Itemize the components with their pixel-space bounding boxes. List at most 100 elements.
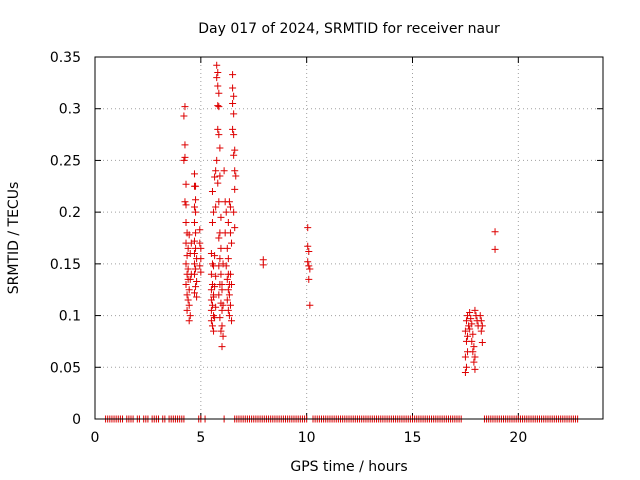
data-point	[190, 170, 198, 178]
data-point	[211, 173, 219, 181]
data-point	[219, 332, 227, 340]
data-point	[478, 322, 486, 330]
y-axis-label: SRMTID / TECUs	[6, 182, 22, 295]
y-tick-label: 0.2	[59, 205, 81, 221]
data-point	[181, 153, 189, 161]
x-tick-label: 15	[404, 430, 422, 446]
data-point	[180, 156, 188, 164]
data-point	[193, 277, 201, 285]
data-point	[182, 201, 190, 209]
data-point	[182, 260, 190, 268]
data-point	[183, 306, 191, 314]
data-point	[305, 275, 313, 283]
y-tick-label: 0.25	[50, 153, 81, 169]
data-point	[226, 229, 234, 237]
data-point	[471, 306, 479, 314]
data-point	[190, 218, 198, 226]
data-point	[229, 100, 237, 108]
data-point	[196, 226, 204, 234]
data-point	[190, 203, 198, 211]
data-point	[196, 239, 204, 247]
tick-labels: 0 5 10 15 20 0 0.05 0.1 0.15 0.2 0.25 0.3 0.35	[50, 50, 527, 446]
data-point	[232, 172, 240, 180]
data-point	[216, 255, 224, 263]
data-point	[210, 208, 218, 216]
y-tick-label: 0.05	[50, 360, 81, 376]
data-point	[207, 317, 215, 325]
data-point	[215, 291, 223, 299]
data-point	[491, 228, 499, 236]
data-point	[190, 250, 198, 258]
data-point	[184, 244, 192, 252]
data-point	[231, 185, 239, 193]
data-point	[208, 322, 216, 330]
data-point	[186, 312, 194, 320]
data-point	[190, 237, 198, 245]
data-point	[215, 262, 223, 270]
data-point	[224, 306, 232, 314]
data-point	[190, 182, 198, 190]
data-point	[214, 82, 222, 90]
data-point	[216, 172, 224, 180]
data-point	[259, 261, 267, 269]
x-axis-label: GPS time / hours	[290, 459, 407, 475]
data-point	[231, 146, 239, 154]
data-point	[197, 255, 205, 263]
data-point	[219, 301, 227, 309]
data-point	[213, 156, 221, 164]
data-points	[102, 61, 582, 423]
y-tick-label: 0.3	[59, 102, 81, 118]
data-point	[186, 275, 194, 283]
data-point	[226, 203, 234, 211]
data-point	[491, 245, 499, 253]
data-point	[208, 218, 216, 226]
data-point	[230, 131, 238, 139]
data-point	[471, 353, 479, 361]
data-point	[184, 265, 192, 273]
data-point	[223, 275, 231, 283]
y-tick-label: 0	[72, 412, 81, 428]
grid-lines	[95, 57, 603, 419]
data-point	[192, 265, 200, 273]
data-point	[217, 213, 225, 221]
x-tick-label: 5	[196, 430, 205, 446]
data-point	[190, 289, 198, 297]
data-point	[215, 198, 223, 206]
data-point	[231, 167, 239, 175]
data-point	[217, 244, 225, 252]
data-point	[192, 283, 200, 291]
data-point	[230, 92, 238, 100]
data-point	[229, 84, 237, 92]
data-point	[216, 314, 224, 322]
data-point	[207, 306, 215, 314]
data-point	[478, 338, 486, 346]
data-point	[224, 255, 232, 263]
data-point	[212, 203, 220, 211]
data-point	[207, 286, 215, 294]
data-point	[225, 312, 233, 320]
data-point	[208, 187, 216, 195]
data-point	[462, 363, 470, 371]
data-point	[192, 229, 200, 237]
data-point	[212, 272, 220, 280]
data-point	[229, 71, 237, 79]
data-point	[217, 327, 225, 335]
data-point	[470, 358, 478, 366]
data-point	[304, 258, 312, 266]
data-point	[304, 224, 312, 232]
data-point	[469, 348, 477, 356]
x-tick-label: 10	[298, 430, 316, 446]
data-point	[223, 244, 231, 252]
data-point	[216, 144, 224, 152]
data-point	[471, 365, 479, 373]
data-point	[193, 293, 201, 301]
data-point	[183, 291, 191, 299]
data-point	[476, 312, 484, 320]
data-point	[477, 317, 485, 325]
data-point	[197, 268, 205, 276]
data-point	[192, 196, 200, 204]
y-tick-label: 0.35	[50, 50, 81, 66]
data-point	[185, 231, 193, 239]
data-point	[469, 330, 477, 338]
data-point	[218, 306, 226, 314]
